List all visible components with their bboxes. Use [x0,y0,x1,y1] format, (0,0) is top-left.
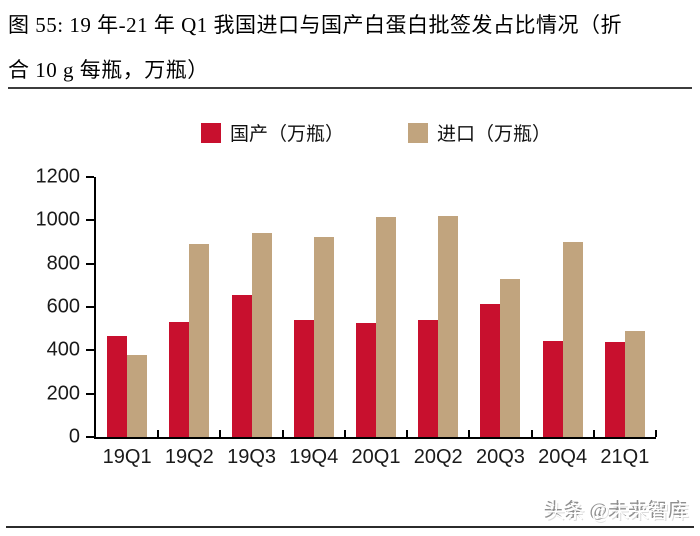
bar-import-19Q4 [313,236,334,437]
legend-item-import: 进口（万瓶） [408,119,551,146]
bottom-border-line [6,526,694,528]
bar-import-20Q3 [500,278,521,437]
bar-import-20Q1 [375,217,396,437]
bar-group-21Q1 [594,177,656,437]
figure-title-line2: 合 10 g 每瓶，万瓶） [8,58,209,82]
x-axis-label-19Q1: 19Q1 [102,446,152,468]
legend-swatch-domestic [200,122,221,143]
bar-group-20Q1 [345,177,407,437]
bar-group-19Q4 [283,177,345,437]
y-tick-label-200: 200 [46,382,80,405]
legend-item-domestic: 国产（万瓶） [200,119,344,146]
legend-label-domestic: 国产（万瓶） [229,124,344,145]
y-tick-label-400: 400 [46,338,80,361]
bar-domestic-20Q1 [355,323,376,437]
x-tick-mark-1 [157,430,160,437]
y-tick-mark-400 [86,349,94,352]
bar-groups [96,177,656,437]
bar-group-19Q1 [96,177,158,437]
x-axis-labels: 19Q1 19Q2 19Q3 19Q4 20Q1 20Q2 20Q3 20Q4 21Q1 [96,446,656,469]
y-tick-label-1000: 1000 [35,208,81,231]
x-axis-label-20Q2: 20Q2 [413,446,463,468]
bar-domestic-20Q4 [542,340,563,437]
bar-group-20Q4 [532,177,594,437]
bar-domestic-20Q3 [480,303,501,437]
x-axis-label-19Q4: 19Q4 [289,446,339,468]
y-tick-mark-800 [86,262,94,265]
x-axis-label-20Q4: 20Q4 [538,446,588,468]
bar-group-19Q3 [220,177,282,437]
watermark: 头条 @未来智库 [545,502,690,523]
y-tick-mark-600 [86,306,94,308]
figure-title-line1: 图 55: 19 年-21 年 Q1 我国进口与国产白蛋白批签发占比情况（折 [8,13,622,37]
bar-domestic-19Q1 [107,336,128,437]
x-tick-mark-2 [219,430,222,437]
legend-swatch-import [408,122,428,143]
bar-import-21Q1 [624,330,645,437]
bar-import-20Q2 [438,216,459,437]
y-tick-mark-200 [86,392,94,395]
legend-label-import: 进口（万瓶） [437,124,552,145]
x-tick-mark-8 [592,430,595,437]
x-axis-label-20Q3: 20Q3 [475,446,525,468]
bar-group-20Q3 [469,177,531,437]
y-tick-label-600: 600 [46,295,80,318]
y-tick-mark-1000 [86,219,94,222]
x-tick-mark-6 [468,430,471,437]
bar-domestic-19Q4 [293,320,314,437]
bar-domestic-19Q2 [169,322,190,437]
bar-import-20Q4 [562,242,583,437]
figure-title: 图 55: 19 年-21 年 Q1 我国进口与国产白蛋白批签发占比情况（折 合… [8,3,696,93]
x-tick-mark-7 [530,430,533,437]
bar-import-19Q1 [127,354,148,437]
legend: 国产（万瓶） 进口（万瓶） [96,119,656,146]
x-tick-mark-4 [343,430,346,437]
bar-domestic-19Q3 [231,295,252,437]
bar-group-20Q2 [407,177,469,437]
x-tick-mark-5 [406,430,409,437]
x-axis-label-19Q2: 19Q2 [164,446,214,468]
bar-domestic-21Q1 [604,341,625,437]
y-tick-label-800: 800 [46,252,80,275]
x-axis-label-19Q3: 19Q3 [227,446,277,468]
bar-import-19Q3 [251,233,272,437]
bar-import-19Q2 [189,244,210,437]
y-tick-mark-0 [86,436,94,438]
bar-group-19Q2 [158,177,220,437]
x-tick-mark-3 [281,430,284,437]
plot-area: 0 200 400 600 800 1000 1200 [36,166,657,448]
y-tick-label-0: 0 [68,425,80,448]
y-tick-mark-1200 [86,176,94,178]
bar-domestic-20Q2 [418,320,439,437]
y-tick-label-1200: 1200 [35,165,81,188]
title-divider-line [8,87,692,89]
x-axis-label-20Q1: 20Q1 [351,446,401,468]
x-axis-label-21Q1: 21Q1 [600,446,650,468]
x-tick-mark-9 [655,430,657,437]
